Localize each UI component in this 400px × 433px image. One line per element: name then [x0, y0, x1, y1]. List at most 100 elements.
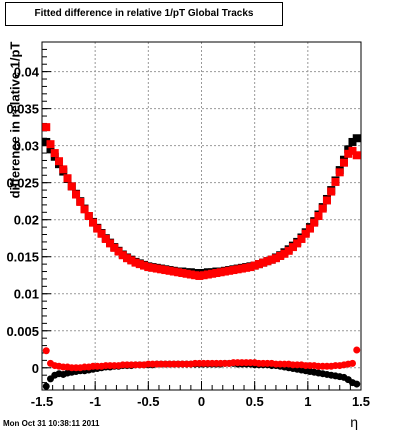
- data-point: [203, 270, 212, 279]
- data-point: [84, 212, 93, 220]
- data-point: [42, 382, 50, 390]
- data-point: [152, 264, 161, 273]
- data-point: [42, 123, 51, 132]
- y-tick-label: 0.01: [14, 287, 39, 302]
- y-tick-label: 0.035: [6, 102, 39, 117]
- data-point: [318, 204, 327, 213]
- data-point: [165, 266, 174, 275]
- data-point: [259, 258, 268, 267]
- data-point: [195, 271, 204, 280]
- data-point: [276, 251, 285, 260]
- data-point: [80, 205, 89, 214]
- data-point: [157, 265, 166, 274]
- data-point: [352, 151, 361, 160]
- data-point: [67, 182, 76, 191]
- data-point: [225, 266, 234, 275]
- data-point: [118, 251, 127, 260]
- data-point: [322, 196, 331, 205]
- y-tick-label: 0.02: [14, 213, 39, 228]
- data-points: [42, 123, 361, 390]
- data-point: [191, 271, 200, 280]
- data-point: [344, 145, 353, 154]
- data-point: [135, 260, 144, 269]
- data-point: [178, 269, 187, 278]
- x-tick-label: 1: [304, 394, 311, 409]
- data-point: [229, 266, 238, 275]
- x-axis-label: η: [350, 414, 358, 430]
- data-point: [242, 263, 251, 272]
- data-point: [127, 256, 136, 265]
- data-point: [212, 269, 221, 278]
- data-point: [123, 254, 132, 263]
- data-point: [339, 158, 348, 167]
- data-point: [76, 197, 85, 206]
- data-point: [169, 267, 178, 276]
- y-tick-label: 0.025: [6, 176, 39, 191]
- x-tick-label: -1: [89, 394, 101, 409]
- data-point: [353, 380, 361, 388]
- x-tick-label: -0.5: [137, 394, 159, 409]
- data-point: [174, 268, 183, 277]
- data-point: [199, 271, 208, 280]
- data-point: [144, 263, 153, 272]
- data-point: [348, 359, 356, 367]
- data-point: [208, 269, 217, 278]
- data-point: [352, 134, 361, 143]
- timestamp: Mon Oct 31 10:38:11 2011: [3, 419, 100, 428]
- data-point: [314, 212, 323, 220]
- data-point: [237, 264, 246, 273]
- data-point: [327, 187, 336, 196]
- x-tick-label: -1.5: [31, 394, 53, 409]
- data-point: [72, 190, 81, 199]
- series-3: [42, 346, 361, 372]
- data-point: [161, 266, 170, 275]
- data-point: [97, 229, 106, 238]
- data-point: [106, 239, 115, 248]
- data-point: [246, 263, 255, 272]
- y-tick-label: 0.005: [6, 324, 39, 339]
- data-point: [55, 157, 64, 166]
- data-point: [348, 146, 357, 155]
- data-point: [284, 246, 293, 255]
- data-point: [335, 168, 344, 177]
- data-point: [297, 234, 306, 243]
- x-tick-label: 1.5: [352, 394, 370, 409]
- data-point: [140, 261, 149, 270]
- data-point: [280, 249, 289, 258]
- data-point: [59, 165, 68, 174]
- chart-title: Fitted difference in relative 1/pT Globa…: [5, 2, 283, 26]
- data-point: [114, 247, 123, 256]
- data-point: [182, 269, 191, 278]
- data-point: [233, 265, 242, 274]
- data-point: [89, 218, 98, 227]
- data-point: [220, 267, 229, 276]
- x-tick-label: 0: [198, 394, 205, 409]
- x-tick-label: 0.5: [246, 394, 264, 409]
- data-point: [63, 174, 72, 183]
- data-point: [310, 218, 319, 227]
- data-point: [353, 346, 361, 354]
- data-point: [186, 270, 195, 279]
- data-point: [305, 224, 314, 233]
- x-axis: -1.5 -1 -0.5 0 0.5 1 1.5: [31, 381, 370, 409]
- data-point: [348, 137, 357, 146]
- data-point: [110, 243, 119, 252]
- data-point: [254, 260, 263, 269]
- data-point: [344, 149, 353, 158]
- y-tick-label: 0: [32, 361, 39, 376]
- data-point: [46, 140, 55, 149]
- data-point: [331, 177, 340, 186]
- data-point: [93, 224, 102, 233]
- data-point: [293, 239, 302, 248]
- data-point: [216, 268, 225, 277]
- data-point: [267, 255, 276, 264]
- data-point: [271, 254, 280, 263]
- y-tick-label: 0.015: [6, 250, 39, 265]
- series-1: [42, 123, 361, 280]
- data-point: [301, 229, 310, 238]
- data-point: [263, 257, 272, 266]
- data-point: [288, 243, 297, 252]
- y-axis-label: difference in relative 1/pT: [7, 41, 23, 199]
- data-point: [50, 149, 59, 158]
